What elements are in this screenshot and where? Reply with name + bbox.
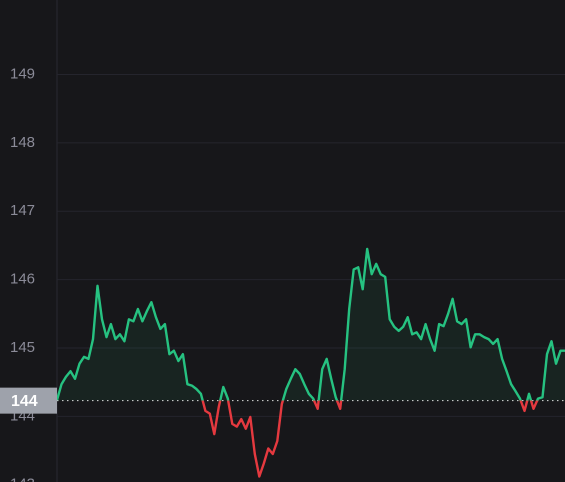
price-line xyxy=(55,247,565,478)
y-tick-label: 148 xyxy=(10,134,35,151)
y-tick-label: 143 xyxy=(10,476,35,482)
baseline-label: 144 xyxy=(11,393,38,410)
y-tick-label: 146 xyxy=(10,271,35,288)
y-tick-label: 147 xyxy=(10,202,35,219)
baseline-label-box xyxy=(0,387,57,414)
area xyxy=(57,248,565,401)
y-tick-label: 149 xyxy=(10,65,35,82)
y-tick-label: 145 xyxy=(10,339,35,356)
